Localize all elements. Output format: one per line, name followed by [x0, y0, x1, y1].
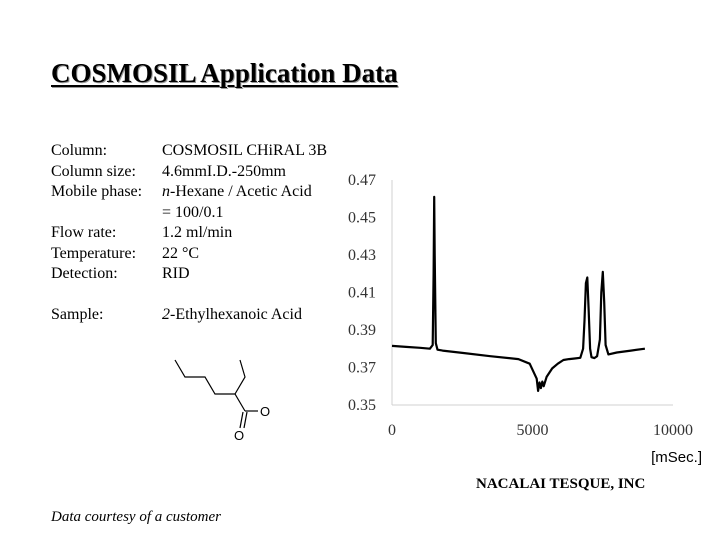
condition-label: Flow rate: — [51, 224, 117, 241]
y-tick-label: 0.45 — [348, 210, 376, 227]
condition-row-detection: Detection: RID — [51, 264, 327, 285]
condition-row-column: Column: COSMOSIL CHiRAL 3B — [51, 141, 327, 162]
x-tick-label: 5000 — [517, 422, 549, 439]
y-tick-labels: 0.47 0.45 0.43 0.41 0.39 0.37 0.35 — [348, 172, 376, 414]
chemical-structure-diagram: OH O — [174, 359, 270, 443]
x-tick-label: 0 — [388, 422, 396, 439]
chromatogram-chart: 0.47 0.45 0.43 0.41 0.39 0.37 0.35 0 500… — [348, 172, 702, 466]
condition-label: Column size: — [51, 162, 136, 180]
condition-label: Detection: — [51, 265, 118, 282]
structure-ethyl-branch — [234, 359, 246, 395]
condition-row-mobile-phase-ratio: = 100/0.1 — [51, 203, 327, 224]
condition-row-temperature: Temperature: 22 °C — [51, 244, 327, 265]
y-tick-label: 0.39 — [348, 322, 376, 339]
condition-value-italic: n — [162, 183, 170, 200]
series-line — [391, 195, 646, 392]
condition-label: Temperature: — [51, 244, 137, 262]
structure-co-bond-2 — [243, 411, 248, 429]
condition-row-flow-rate: Flow rate: 1.2 ml/min — [51, 223, 327, 244]
condition-label: Mobile phase: — [51, 183, 143, 200]
structure-co-bond-1 — [239, 411, 244, 429]
condition-value: 1.2 ml/min — [162, 224, 233, 241]
y-tick-label: 0.41 — [348, 285, 376, 302]
condition-value: RID — [162, 265, 190, 282]
data-courtesy-note: Data courtesy of a customer — [51, 509, 221, 525]
condition-value-italic: 2 — [162, 306, 170, 323]
y-tick-label: 0.35 — [348, 397, 376, 414]
condition-value: = 100/0.1 — [162, 203, 224, 221]
condition-row-column-size: Column size: 4.6mmI.D.-250mm — [51, 162, 327, 183]
x-axis-unit-label: [mSec.] — [651, 449, 702, 466]
manufacturer-label: NACALAI TESQUE, INC — [476, 476, 646, 492]
condition-label: Sample: — [51, 306, 104, 323]
condition-label: Column: — [51, 142, 108, 159]
structure-o-label: O — [234, 428, 244, 443]
structure-main-chain — [174, 359, 246, 412]
y-tick-label: 0.47 — [348, 172, 376, 189]
condition-value: COSMOSIL CHiRAL 3B — [162, 142, 328, 159]
structure-oh-label: OH — [260, 404, 270, 419]
condition-row-mobile-phase: Mobile phase: n-Hexane / Acetic Acid — [51, 182, 327, 203]
condition-value: -Hexane / Acetic Acid — [170, 183, 312, 200]
condition-value: 22 °C — [162, 244, 200, 262]
x-tick-labels: 0 5000 10000 — [388, 422, 693, 439]
page-title: COSMOSIL Application Data — [51, 58, 398, 88]
condition-row-sample: Sample: 2-Ethylhexanoic Acid — [51, 305, 327, 326]
condition-value: -Ethylhexanoic Acid — [170, 306, 302, 323]
condition-value: 4.6mmI.D.-250mm — [162, 162, 286, 180]
x-tick-label: 10000 — [653, 422, 693, 439]
conditions-list: Column: COSMOSIL CHiRAL 3B Column size: … — [51, 141, 327, 326]
y-tick-label: 0.37 — [348, 360, 376, 377]
condition-label — [51, 203, 162, 224]
y-tick-label: 0.43 — [348, 247, 376, 264]
